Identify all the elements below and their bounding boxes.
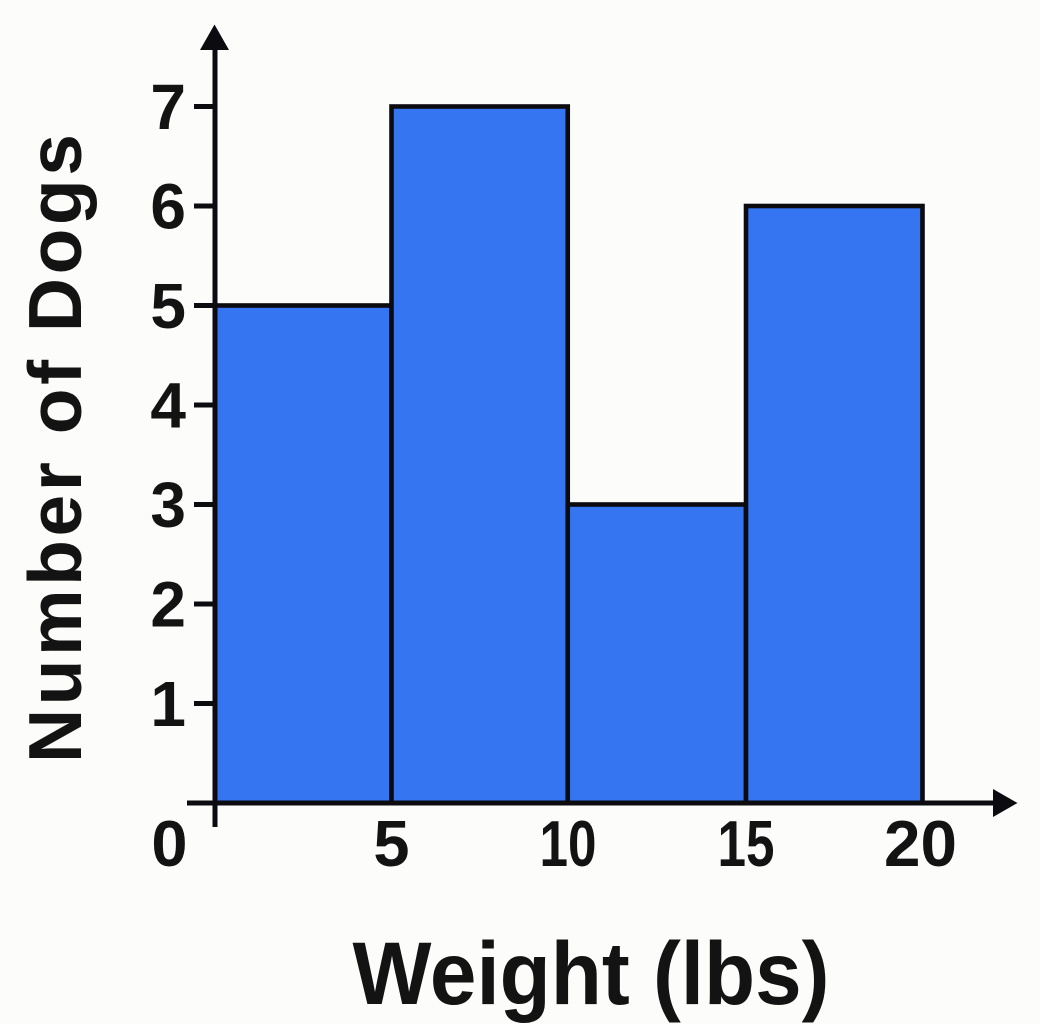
svg-text:7: 7 xyxy=(150,71,186,143)
svg-text:Number of Dogs: Number of Dogs xyxy=(13,134,97,763)
svg-text:6: 6 xyxy=(150,171,186,243)
svg-text:4: 4 xyxy=(150,370,186,442)
svg-text:10: 10 xyxy=(540,807,597,880)
svg-text:20: 20 xyxy=(884,807,957,880)
svg-text:3: 3 xyxy=(150,469,186,541)
svg-text:5: 5 xyxy=(373,807,409,880)
svg-text:Weight (lbs): Weight (lbs) xyxy=(353,923,830,1023)
svg-text:0: 0 xyxy=(151,807,187,880)
svg-text:15: 15 xyxy=(718,807,775,880)
svg-text:2: 2 xyxy=(150,569,186,641)
svg-text:5: 5 xyxy=(150,270,186,342)
svg-text:1: 1 xyxy=(150,668,186,740)
